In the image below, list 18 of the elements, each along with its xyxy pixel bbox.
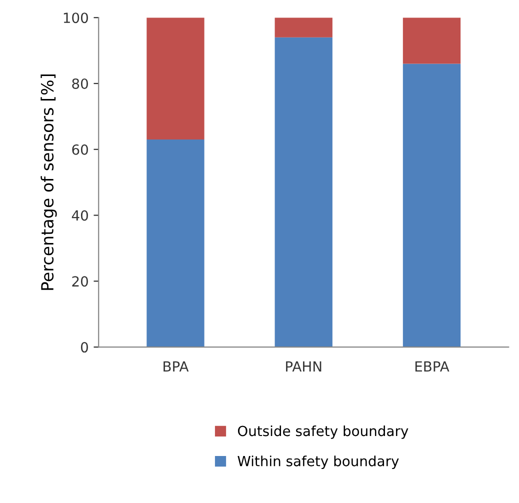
y-tick-label: 100 xyxy=(64,12,88,24)
y-tick-label: 80 xyxy=(72,78,88,89)
x-tick-label: EBPA xyxy=(415,361,450,372)
x-tick-label: BPA xyxy=(164,361,189,372)
bar xyxy=(274,18,332,38)
y-tick-label: 60 xyxy=(72,144,88,155)
bar xyxy=(146,18,204,140)
y-tick-label: 20 xyxy=(72,276,88,287)
bar xyxy=(274,37,332,348)
y-axis-title: Percentage of sensors [%] xyxy=(40,74,57,290)
legend-label: Within safety boundary xyxy=(238,456,399,470)
bar xyxy=(402,64,461,348)
bar xyxy=(402,18,461,64)
x-tick-label: PAHN xyxy=(286,361,322,372)
legend-label: Outside safety boundary xyxy=(238,425,408,439)
y-tick-label: 40 xyxy=(72,210,88,221)
bar xyxy=(146,140,204,348)
y-tick-label: 0 xyxy=(80,342,88,353)
